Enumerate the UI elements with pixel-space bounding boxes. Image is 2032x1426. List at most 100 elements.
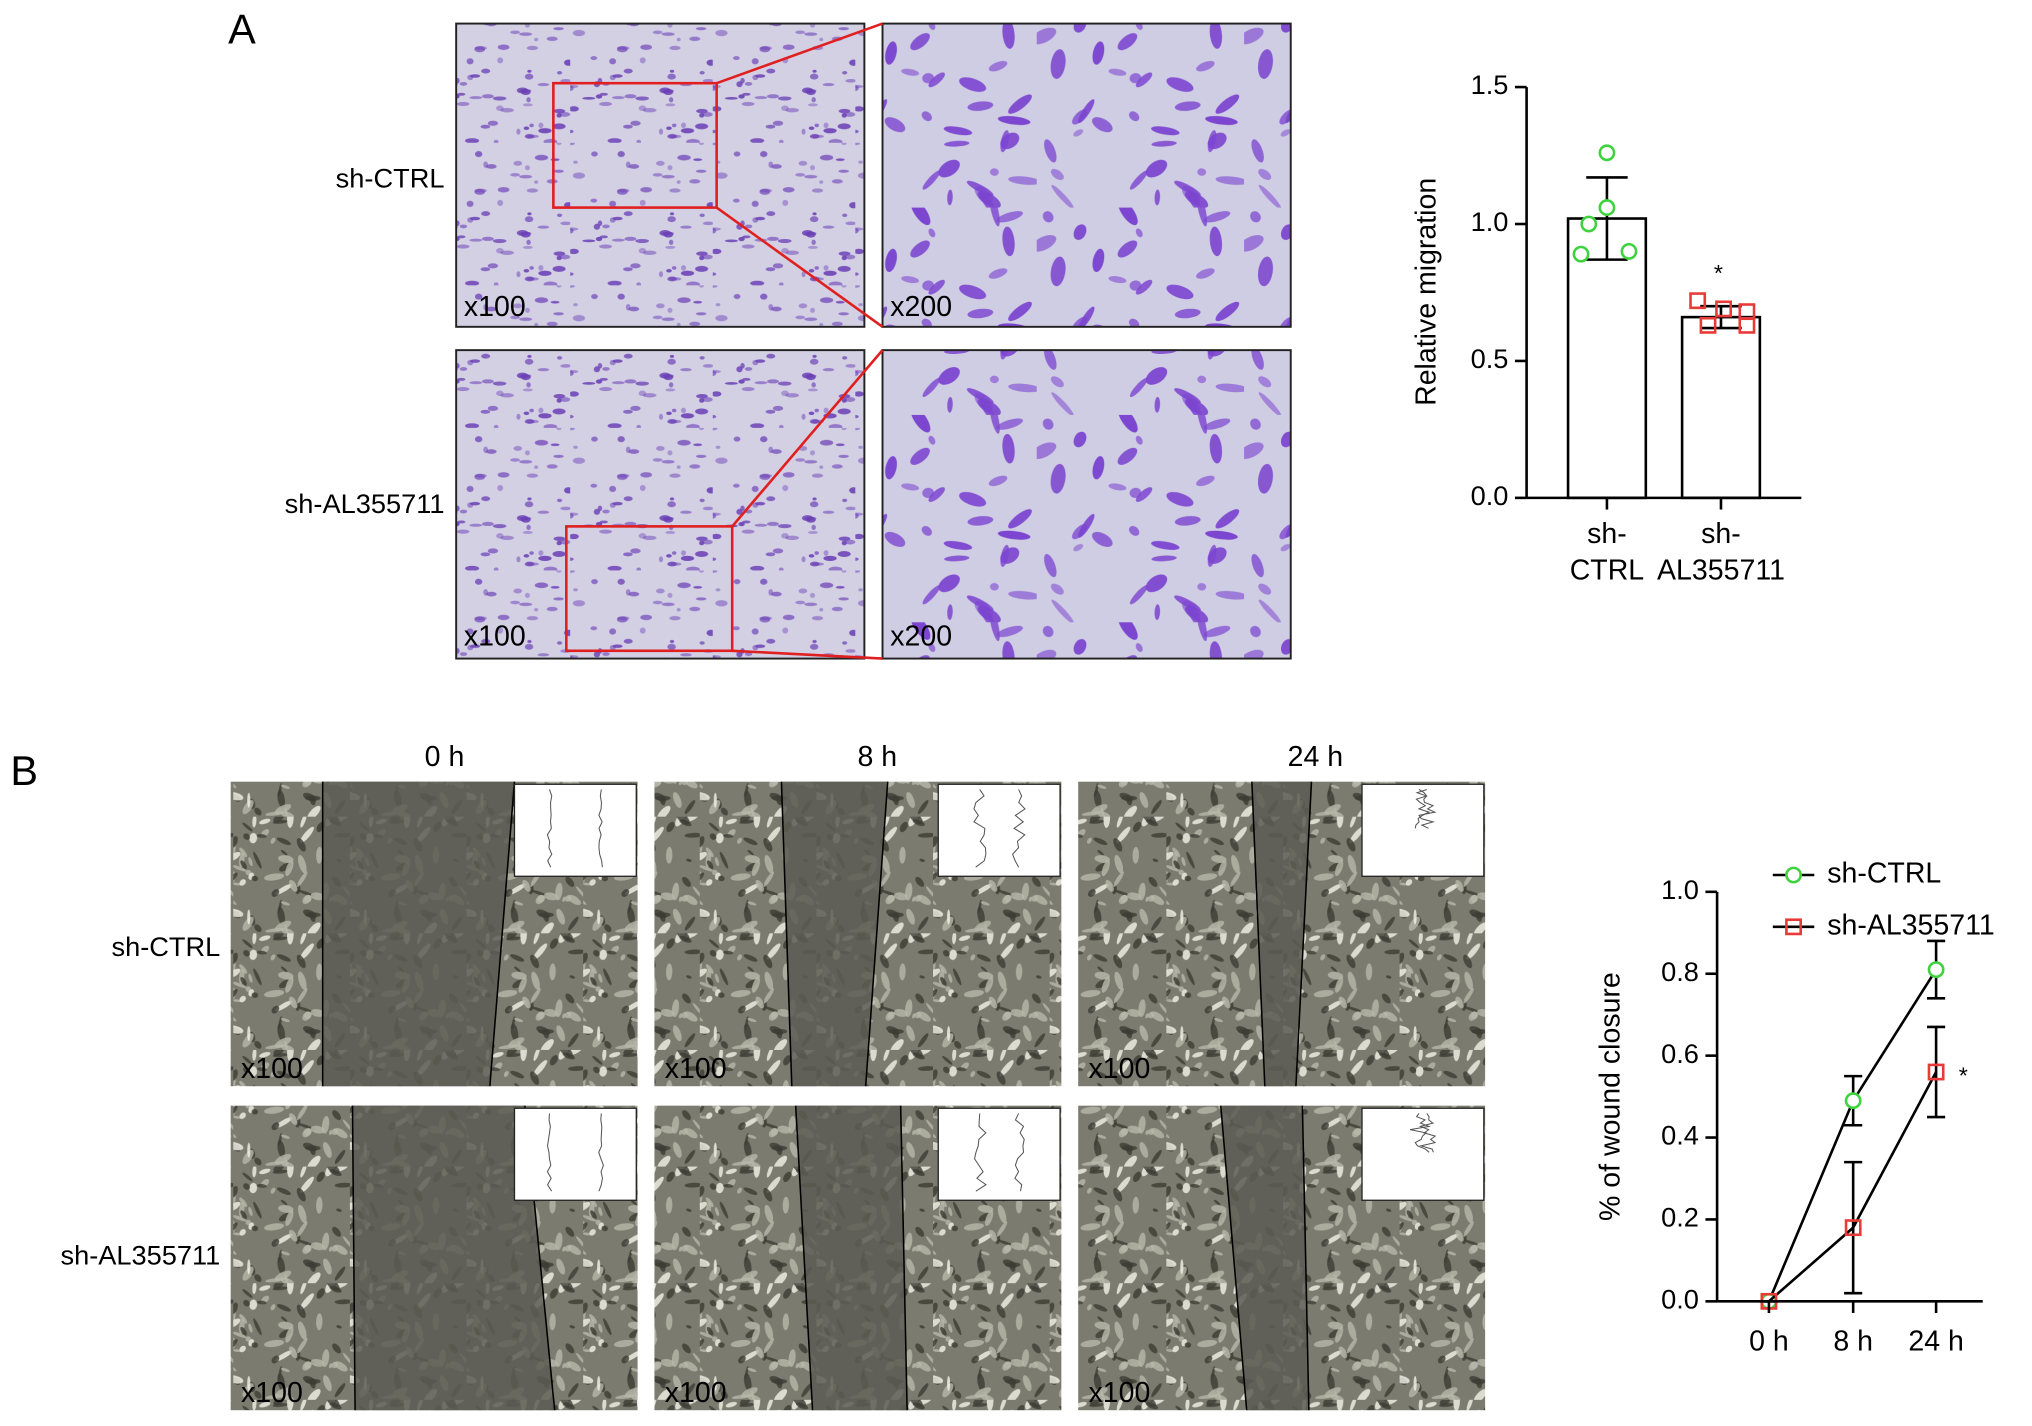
magnification-label: x100 (1089, 1053, 1151, 1085)
scratch (352, 1105, 555, 1411)
inset-trace (598, 789, 603, 868)
x-tick-label: sh-CTRL (1569, 517, 1645, 586)
inset-trace (1418, 1113, 1437, 1153)
panel-label: A (228, 6, 256, 53)
data-point (1715, 300, 1732, 318)
column-label: 24 h (1288, 741, 1343, 773)
x-tick-label-box: sh-CTRL (1569, 517, 1645, 586)
y-tick-label: 0.6 (1661, 1038, 1699, 1069)
scratch (1251, 781, 1312, 1087)
data-point (1580, 215, 1598, 233)
inset-trace (546, 789, 553, 868)
zoom-box (552, 81, 718, 209)
legend-marker (1785, 866, 1802, 884)
y-tick-label: 0.2 (1661, 1202, 1699, 1233)
magnification-label: x100 (464, 291, 526, 323)
inset-trace (546, 1113, 553, 1192)
magnification-label: x200 (890, 620, 952, 652)
y-tick-label: 1.0 (1471, 206, 1509, 237)
inset-trace (598, 1113, 604, 1192)
data-point (1844, 1219, 1862, 1237)
bar (1566, 217, 1648, 500)
y-tick-label: 0.8 (1661, 956, 1699, 987)
magnification-label: x100 (665, 1053, 727, 1085)
x-tick-label: 0 h (1749, 1325, 1789, 1357)
inset-trace (1409, 1113, 1431, 1153)
inset (513, 1107, 637, 1201)
panel-label: B (10, 747, 38, 794)
scratch (795, 1105, 908, 1411)
magnification-label: x100 (464, 620, 526, 652)
micrograph (881, 22, 1292, 328)
wound-edge (780, 781, 793, 1087)
zoom-line (731, 349, 884, 528)
data-point (1689, 292, 1707, 310)
y-axis-label: Relative migration (1411, 178, 1443, 406)
wound-edge (489, 781, 516, 1087)
inset-trace (1011, 789, 1026, 868)
magnification-label: x100 (241, 1053, 303, 1085)
magnification-label: x100 (1089, 1377, 1151, 1409)
annotation: * (1959, 1062, 1968, 1088)
data-point (1572, 245, 1590, 263)
y-tick-label: 0.0 (1471, 480, 1509, 511)
wound-edge (1251, 781, 1266, 1087)
micrograph (881, 349, 1292, 660)
data-point (1927, 1063, 1945, 1081)
inset-trace (1415, 788, 1437, 829)
scratch (781, 781, 888, 1087)
data-point (1598, 144, 1616, 162)
scratch (1220, 1105, 1309, 1411)
y-tick-label: 1.0 (1661, 874, 1699, 905)
magnification-label: x100 (665, 1377, 727, 1409)
wound-edge (351, 1105, 356, 1411)
data-point (1699, 316, 1717, 334)
data-point (1598, 199, 1616, 216)
data-point (1927, 961, 1945, 979)
y-tick-label: 1.5 (1471, 69, 1509, 100)
annotation: * (1714, 260, 1723, 286)
x-tick-label-box: sh-AL355711 (1657, 517, 1785, 586)
inset (1361, 1107, 1485, 1201)
row-label: sh-AL355711 (60, 1239, 220, 1270)
y-tick-label: 0.0 (1661, 1284, 1699, 1315)
inset-trace (973, 789, 987, 868)
data-point (1738, 316, 1756, 334)
scratch (322, 781, 515, 1087)
column-label: 0 h (425, 741, 465, 773)
data-point (1620, 242, 1638, 260)
wound-edge (1295, 781, 1313, 1087)
wound-edge (1301, 1105, 1310, 1411)
row-label: sh-AL355711 (285, 488, 445, 519)
inset-trace (1014, 1113, 1025, 1192)
wound-edge (864, 781, 889, 1087)
wound-edge (794, 1105, 814, 1411)
y-axis-label: % of wound closure (1595, 972, 1627, 1221)
inset (937, 783, 1061, 877)
x-tick-label: 8 h (1833, 1325, 1873, 1357)
bar (1680, 315, 1762, 500)
magnification-label: x200 (890, 291, 952, 323)
micrograph (455, 22, 866, 328)
row-label: sh-CTRL (111, 931, 220, 962)
legend-label: sh-AL355711 (1827, 909, 1994, 941)
zoom-line (732, 649, 883, 660)
zoom-line (715, 206, 884, 328)
magnification-label: x100 (241, 1377, 303, 1409)
x-tick-label: 24 h (1908, 1325, 1963, 1357)
legend-label: sh-CTRL (1827, 858, 1941, 890)
inset (1361, 783, 1485, 877)
wound-edge (1219, 1105, 1248, 1411)
wound-edge (899, 1105, 908, 1411)
zoom-box (565, 525, 734, 653)
row-label: sh-CTRL (336, 163, 445, 194)
x-tick-label: sh-AL355711 (1657, 517, 1785, 586)
zoom-line (716, 22, 883, 85)
legend-marker (1785, 918, 1802, 936)
inset-trace (974, 1113, 987, 1192)
y-tick-label: 0.5 (1471, 343, 1509, 374)
micrograph (455, 349, 866, 660)
data-point (1844, 1092, 1862, 1110)
inset (937, 1107, 1061, 1201)
column-label: 8 h (858, 741, 898, 773)
